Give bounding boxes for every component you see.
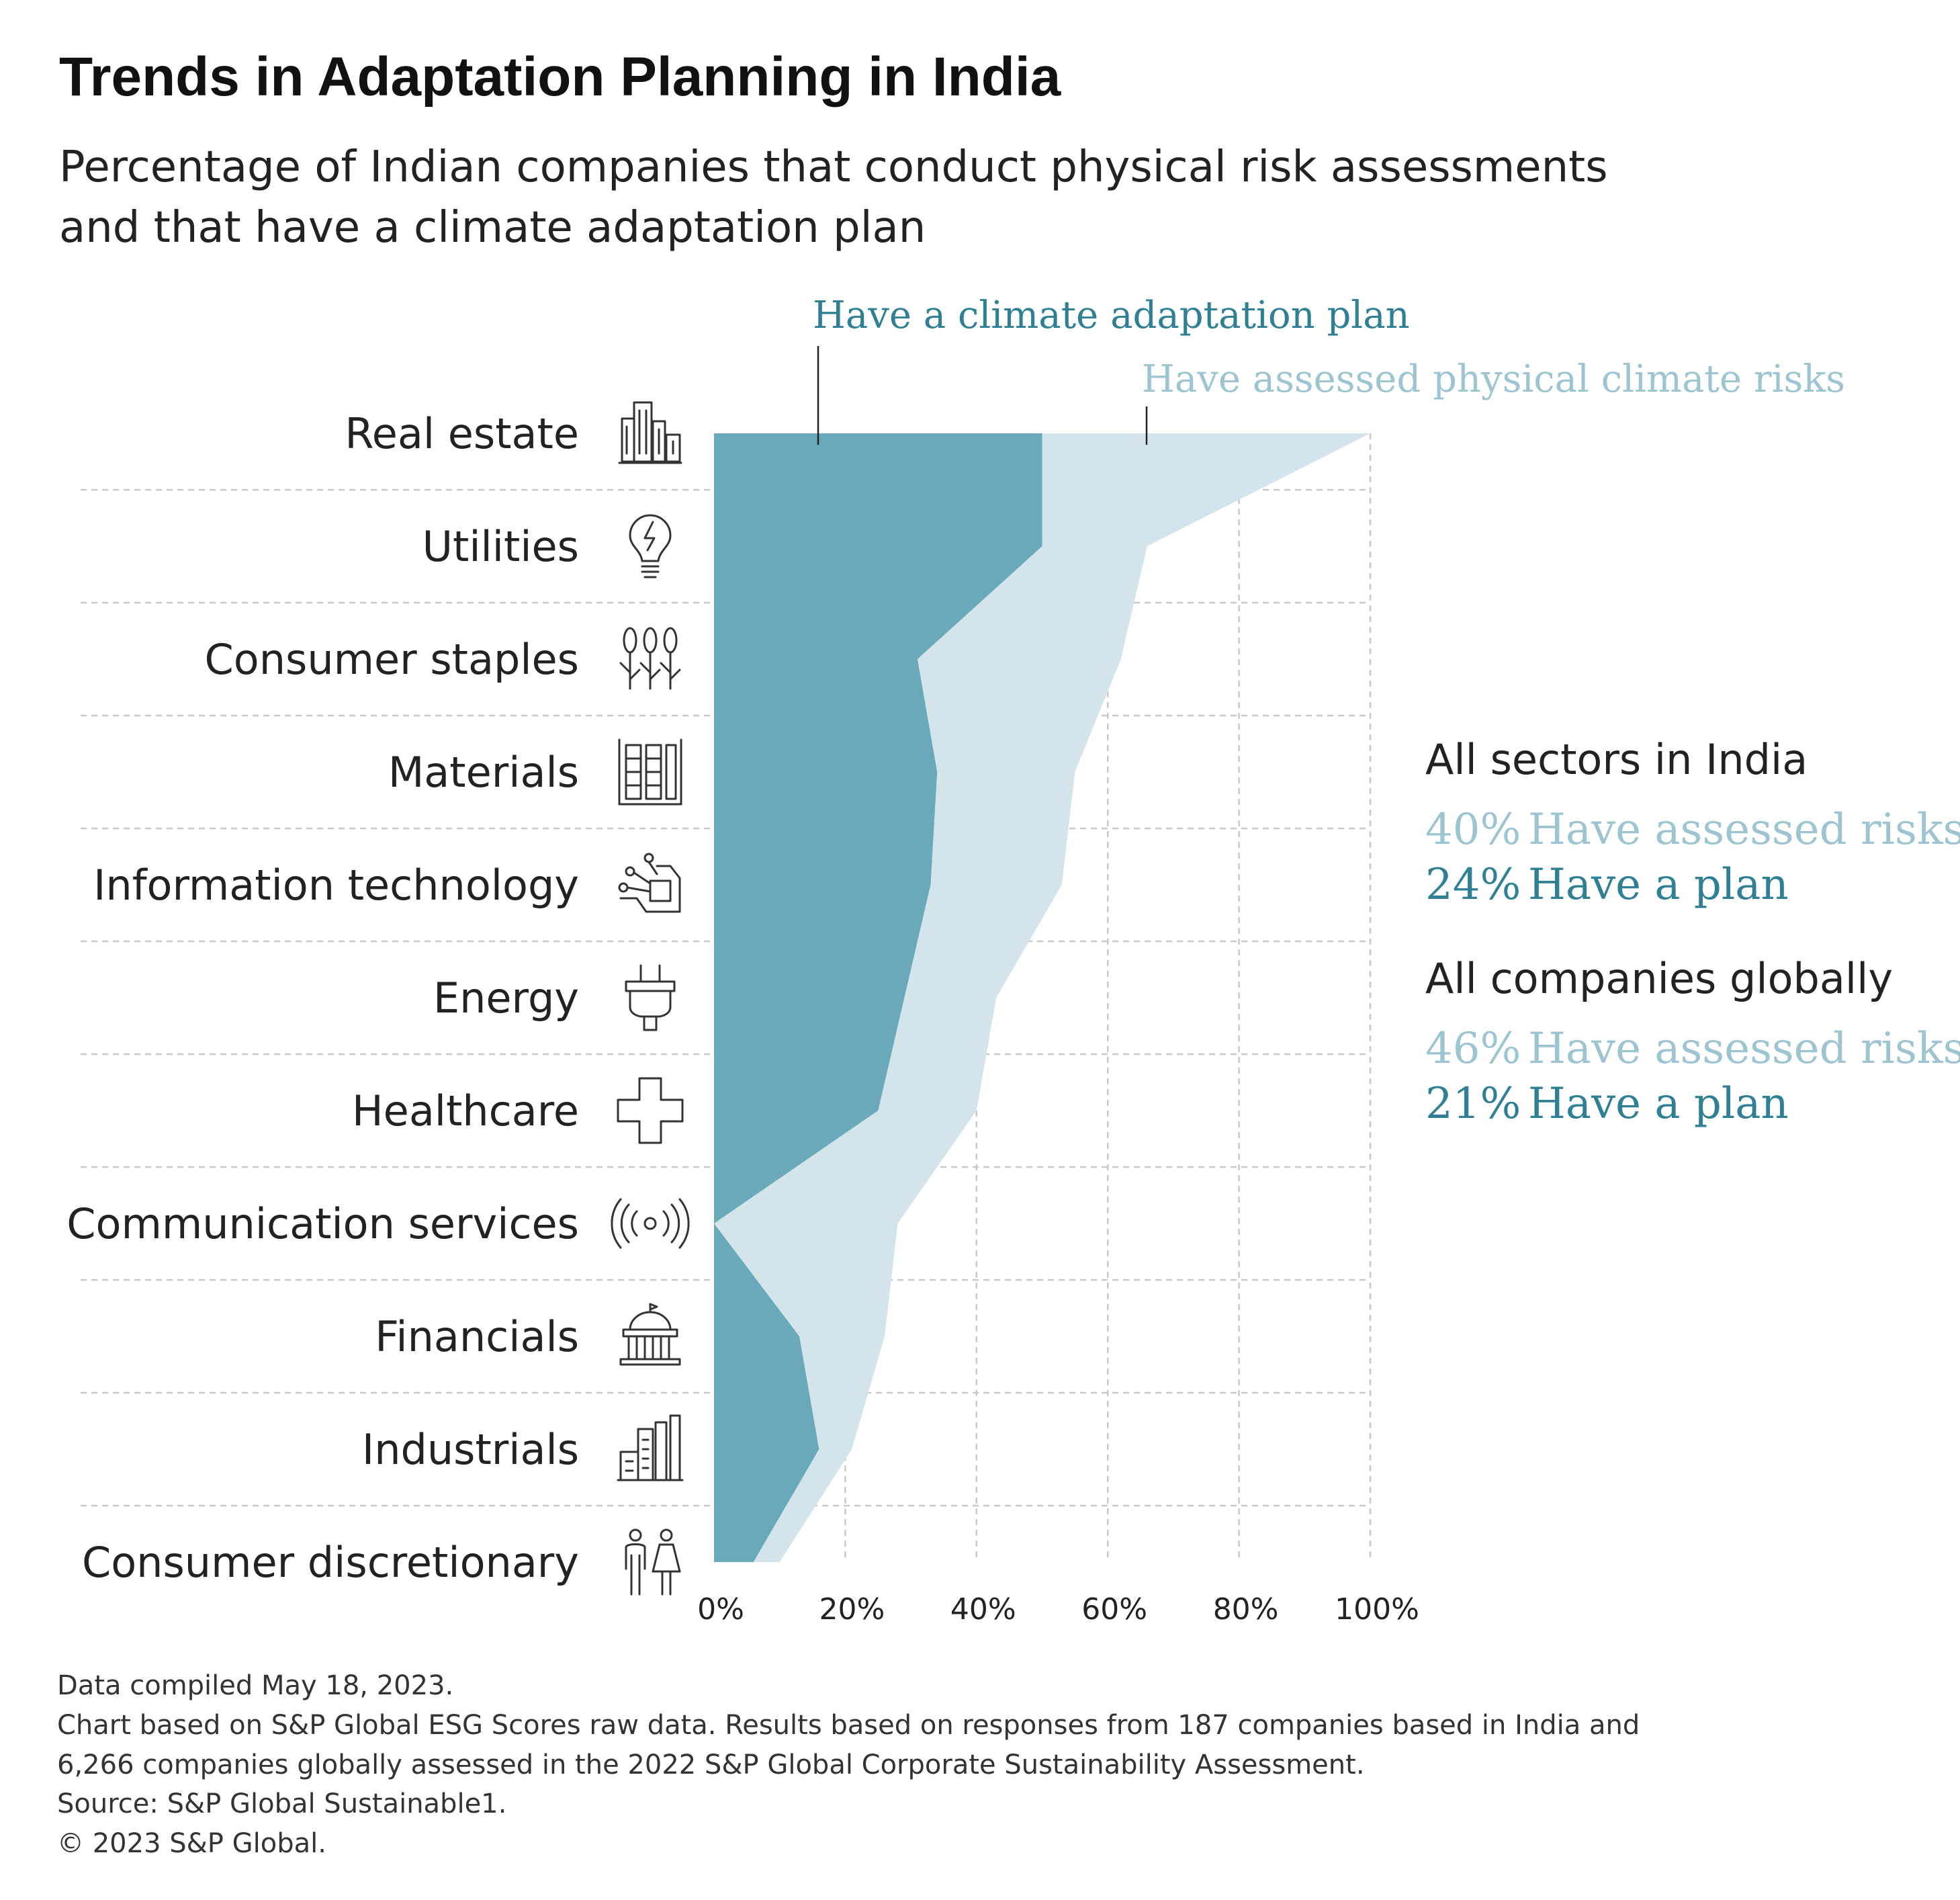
buildings-icon [618,401,682,464]
category-label: Utilities [422,522,579,571]
summary-india-risk-label: Have assessed risks [1528,805,1960,855]
category-label: Consumer staples [205,635,580,684]
x-tick-label: 20% [819,1592,885,1627]
category-label: Financials [375,1312,579,1361]
category-label: Consumer discretionary [82,1538,579,1587]
summary-global-plan-pct: 21% [1425,1079,1521,1129]
chart-subtitle-line-2: and that have a climate adaptation plan [59,203,926,253]
chart-title: Trends in Adaptation Planning in India [59,46,1062,107]
category-label: Healthcare [352,1086,579,1135]
chart-subtitle-line-1: Percentage of Indian companies that cond… [59,142,1608,192]
broadcast-icon [611,1198,690,1249]
bank-icon [619,1303,681,1366]
footnotes: Data compiled May 18, 2023. Chart based … [57,1670,1640,1859]
x-tick-label: 0% [697,1592,744,1627]
category-label: Materials [388,748,579,797]
footnote-line: © 2023 S&P Global. [57,1828,326,1859]
summary-india-heading: All sectors in India [1425,735,1808,784]
lightbulb-icon [629,514,672,578]
footnote-line: 6,266 companies globally assessed in the… [57,1750,1365,1780]
footnote-line: Data compiled May 18, 2023. [57,1670,453,1701]
circuit-hand-icon [618,853,681,913]
area-adaptation-plan [714,433,1042,1562]
series-label-risk: Have assessed physical climate risks [1142,357,1845,401]
series-label-plan: Have a climate adaptation plan [813,294,1410,337]
x-tick-label: 40% [950,1592,1016,1627]
x-tick-label: 80% [1213,1592,1279,1627]
x-tick-label: 100% [1335,1592,1419,1627]
category-labels: Real estate Utilities Consumer staples Mate… [66,409,579,1587]
category-label: Industrials [362,1425,579,1474]
summary-india-plan-label: Have a plan [1528,860,1789,910]
area-series [714,433,1370,1562]
summary-india-plan-pct: 24% [1425,860,1521,910]
summary-global-risk-label: Have assessed risks [1528,1024,1960,1074]
category-label: Energy [433,974,579,1023]
factory-icon [617,1414,684,1481]
people-icon [625,1528,681,1596]
wheat-icon [619,627,681,690]
summary-global-heading: All companies globally [1425,954,1893,1003]
summary-panel: All sectors in India 40% Have assessed r… [1425,735,1960,1129]
x-axis-ticks: 0% 20% 40% 60% 80% 100% [697,1592,1419,1627]
category-icons [611,401,690,1596]
medical-cross-icon [617,1077,684,1144]
x-tick-label: 60% [1081,1592,1147,1627]
category-label: Real estate [345,409,579,458]
category-label: Communication services [66,1199,579,1248]
plug-icon [625,964,676,1031]
summary-global-risk-pct: 46% [1425,1024,1521,1074]
materials-icon [618,738,682,806]
summary-global-plan-label: Have a plan [1528,1079,1789,1129]
footnote-line: Chart based on S&P Global ESG Scores raw… [57,1710,1640,1741]
category-label: Information technology [93,861,579,910]
footnote-line: Source: S&P Global Sustainable1. [57,1788,506,1819]
summary-india-risk-pct: 40% [1425,805,1521,855]
